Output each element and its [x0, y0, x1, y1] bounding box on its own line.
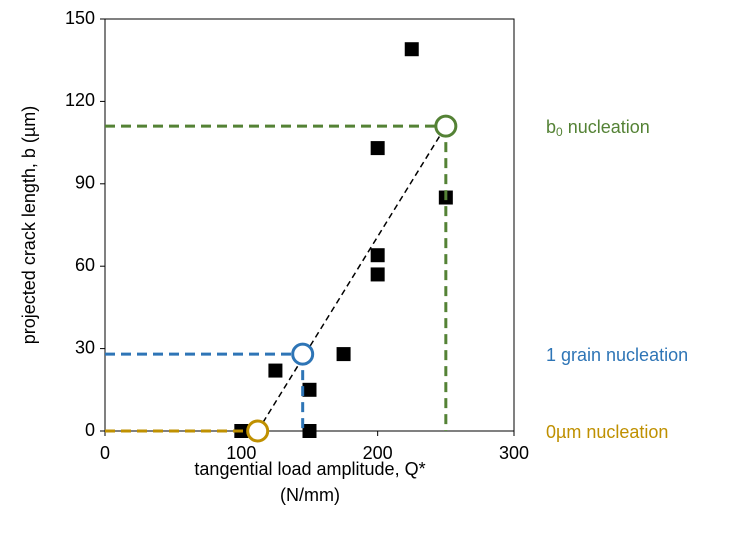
y-tick-label: 30	[75, 337, 95, 357]
data-point	[302, 424, 317, 438]
threshold-label: b0 nucleation	[546, 117, 650, 139]
threshold-label-text: b	[546, 117, 556, 137]
data-point	[370, 141, 385, 156]
data-point	[268, 363, 283, 378]
threshold-label: 1 grain nucleation	[546, 345, 688, 365]
data-point	[370, 267, 385, 282]
threshold-label-text: 0µm nucleation	[546, 422, 668, 442]
x-axis-label: tangential load amplitude, Q*	[194, 459, 425, 479]
data-point	[370, 248, 385, 263]
plot-frame	[104, 18, 515, 432]
data-point	[336, 347, 351, 362]
x-tick-label: 300	[499, 443, 529, 463]
threshold-label-suffix: nucleation	[563, 117, 650, 137]
x-axis-label: (N/mm)	[280, 485, 340, 505]
y-tick-label: 90	[75, 173, 95, 193]
threshold-label: 0µm nucleation	[546, 422, 668, 442]
threshold-label-text: 1 grain nucleation	[546, 345, 688, 365]
threshold-point	[291, 342, 315, 366]
threshold-point	[246, 419, 270, 443]
y-tick-label: 0	[85, 420, 95, 440]
x-tick-label: 200	[363, 443, 393, 463]
x-tick-label: 0	[100, 443, 110, 463]
y-tick-label: 150	[65, 8, 95, 28]
trend-line	[257, 125, 447, 432]
y-tick-label: 60	[75, 255, 95, 275]
data-point	[302, 382, 317, 397]
data-point	[404, 42, 419, 57]
threshold-label-subscript: 0	[556, 125, 563, 139]
threshold-point	[434, 114, 458, 138]
x-tick-label: 100	[226, 443, 256, 463]
y-axis-label: projected crack length, b (µm)	[19, 106, 39, 344]
y-tick-label: 120	[65, 90, 95, 110]
